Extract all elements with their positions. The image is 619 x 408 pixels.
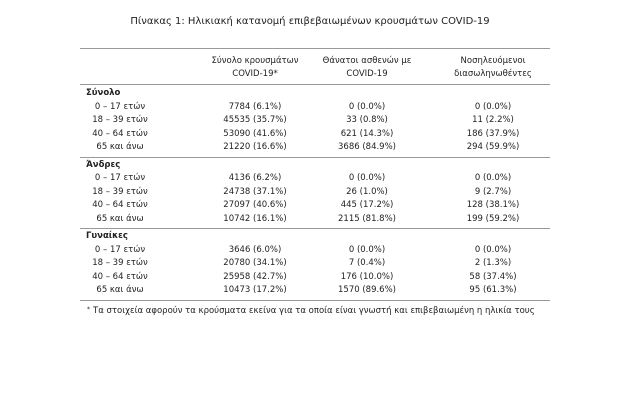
cell: 10473 (17.2%) [223, 285, 287, 295]
cell: 1570 (89.6%) [338, 285, 396, 295]
column-header: Θάνατοι ασθενών με [322, 56, 412, 66]
cell: 45535 (35.7%) [223, 115, 287, 125]
cell: 2 (1.3%) [474, 258, 512, 268]
row-label: 18 – 39 ετών [92, 115, 148, 125]
rule [80, 228, 550, 229]
rule [80, 48, 550, 49]
row-label: 18 – 39 ετών [92, 186, 148, 197]
cell: 11 (2.2%) [472, 115, 514, 125]
group-label: Σύνολο [86, 88, 121, 98]
column-header: διασωληνωθέντες [454, 69, 532, 79]
cell: 0 (0.0%) [474, 173, 512, 183]
table-title: Πίνακας 1: Ηλικιακή κατανομή επιβεβαιωμέ… [130, 16, 490, 27]
cell: 176 (10.0%) [340, 271, 394, 282]
rule [80, 84, 550, 85]
cell: 0 (0.0%) [474, 101, 512, 112]
cell: 7784 (6.1%) [228, 101, 282, 112]
row-label: 0 – 17 ετών [94, 101, 146, 112]
cell: 33 (0.8%) [346, 115, 388, 125]
row-label: 40 – 64 ετών [92, 200, 148, 210]
row-label: 0 – 17 ετών [94, 244, 146, 255]
cell: 26 (1.0%) [346, 186, 388, 197]
column-header: COVID-19* [232, 69, 278, 79]
cell: 25958 (42.7%) [223, 271, 287, 282]
cell: 10742 (16.1%) [223, 213, 287, 224]
column-header: Νοσηλευόμενοι [460, 56, 526, 66]
cell: 3686 (84.9%) [338, 142, 396, 152]
cell: 21220 (16.6%) [223, 142, 287, 152]
column-header: Σύνολο κρουσμάτων [211, 56, 299, 66]
cell: 128 (38.1%) [466, 200, 520, 210]
cell: 7 (0.4%) [348, 258, 386, 268]
cell: 4136 (6.2%) [228, 173, 282, 183]
cell: 3646 (6.0%) [228, 244, 282, 255]
cell: 58 (37.4%) [469, 271, 517, 282]
group-label: Άνδρες [86, 159, 121, 170]
footnote: Τα στοιχεία αφορούν τα κρούσματα εκείνα … [93, 305, 535, 316]
cell: 24738 (37.1%) [223, 186, 287, 197]
cell: 621 (14.3%) [340, 128, 394, 139]
group-label: Γυναίκες [86, 231, 128, 241]
row-label: 18 – 39 ετών [92, 258, 148, 268]
column-header: COVID-19 [346, 69, 388, 79]
cell: 199 (59.2%) [466, 213, 520, 224]
cell: 0 (0.0%) [348, 244, 386, 255]
cell: 27097 (40.6%) [223, 200, 287, 210]
cell: 186 (37.9%) [466, 128, 520, 139]
cell: 0 (0.0%) [474, 244, 512, 255]
row-label: 65 και άνω [96, 142, 144, 152]
cell: 0 (0.0%) [348, 173, 386, 183]
cell: 445 (17.2%) [340, 200, 394, 210]
cell: 2115 (81.8%) [338, 213, 396, 224]
cell: 95 (61.3%) [469, 285, 517, 295]
footnote-mark: * [87, 305, 90, 313]
row-label: 65 και άνω [96, 213, 144, 224]
rule [80, 156, 550, 158]
cell: 9 (2.7%) [474, 186, 512, 197]
cell: 294 (59.9%) [466, 142, 520, 152]
rule [80, 299, 550, 301]
row-label: 0 – 17 ετών [94, 173, 146, 183]
row-label: 40 – 64 ετών [92, 271, 148, 282]
row-label: 65 και άνω [96, 285, 144, 295]
row-label: 40 – 64 ετών [92, 128, 148, 139]
cell: 53090 (41.6%) [223, 128, 287, 139]
cell: 20780 (34.1%) [223, 258, 287, 268]
cell: 0 (0.0%) [348, 101, 386, 112]
